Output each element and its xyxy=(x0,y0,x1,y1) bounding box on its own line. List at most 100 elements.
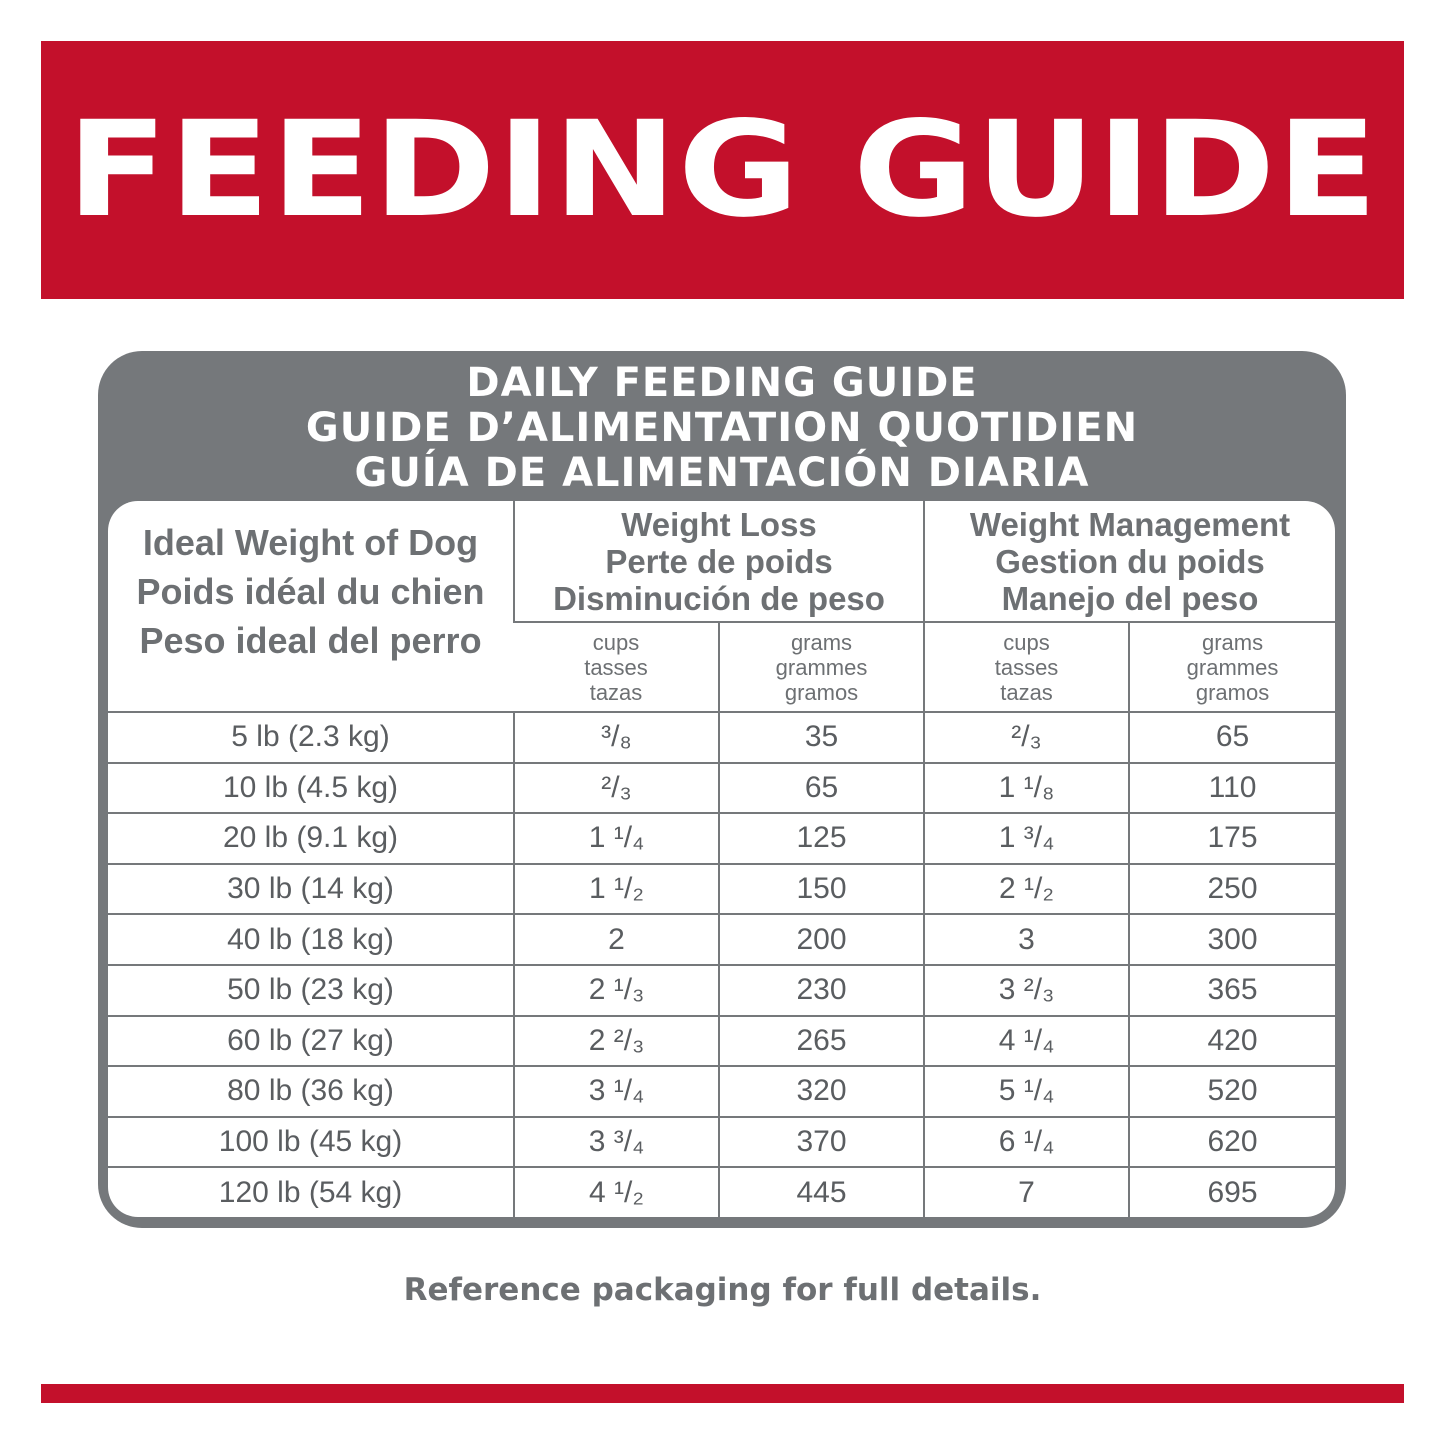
table-row: 20 lb (9.1 kg) 1 ¹/₄ 125 1 ³/₄ 175 xyxy=(108,812,1335,864)
loss-cups-cell: 2 ¹/₃ xyxy=(513,963,719,1016)
loss-grams-cell: 150 xyxy=(717,862,925,915)
management-grams-cell: 65 xyxy=(1128,711,1335,763)
dog-weight-cell: 80 lb (36 kg) xyxy=(108,1065,514,1117)
weight-header-fr: Poids idéal du chien xyxy=(136,570,485,612)
table-header-row: Ideal Weight of Dog Poids idéal du chien… xyxy=(108,501,1335,661)
table-row: 80 lb (36 kg) 3 ¹/₄ 320 5 ¹/₄ 520 xyxy=(108,1065,1335,1117)
loss-grams-cell: 65 xyxy=(717,761,925,814)
loss-grams-cell: 230 xyxy=(717,963,925,1016)
management-grams-cell: 300 xyxy=(1128,913,1335,965)
table-row: 100 lb (45 kg) 3 ³/₄ 370 6 ¹/₄ 620 xyxy=(108,1115,1335,1168)
table-row: 60 lb (27 kg) 2 ²/₃ 265 4 ¹/₄ 420 xyxy=(108,1014,1335,1067)
weight-loss-cups-header: cups tasses tazas xyxy=(514,621,719,712)
loss-cups-cell: ²/₃ xyxy=(513,761,719,814)
management-cups-cell: 1 ¹/₈ xyxy=(923,761,1130,814)
management-cups-cell: 7 xyxy=(923,1166,1130,1217)
dog-weight-cell: 120 lb (54 kg) xyxy=(108,1166,514,1217)
feeding-table-wrap: Ideal Weight of Dog Poids idéal du chien… xyxy=(108,501,1335,1217)
unit-label: cups xyxy=(592,629,640,655)
loss-cups-cell: 4 ¹/₂ xyxy=(513,1166,719,1217)
weight-management-header: Weight Management Gestion du poids Manej… xyxy=(923,501,1335,622)
dog-weight-cell: 5 lb (2.3 kg) xyxy=(108,711,514,763)
dog-weight-cell: 60 lb (27 kg) xyxy=(108,1014,514,1067)
unit-label: grams xyxy=(790,629,853,655)
feeding-guide-panel: DAILY FEEDING GUIDE GUIDE D’ALIMENTATION… xyxy=(98,351,1346,1228)
panel-heading: DAILY FEEDING GUIDE GUIDE D’ALIMENTATION… xyxy=(98,361,1346,496)
weight-header-es: Peso ideal del perro xyxy=(139,619,482,661)
unit-label: grams xyxy=(1201,629,1264,655)
loss-grams-cell: 320 xyxy=(717,1065,925,1117)
unit-label: gramos xyxy=(1195,679,1270,705)
weight-management-grams-header: grams grammes gramos xyxy=(1128,621,1335,712)
unit-label: tasses xyxy=(584,654,648,680)
loss-cups-cell: 3 ¹/₄ xyxy=(513,1065,719,1117)
management-grams-cell: 175 xyxy=(1128,812,1335,864)
weight-management-fr: Gestion du poids xyxy=(995,542,1265,580)
dog-weight-cell: 10 lb (4.5 kg) xyxy=(108,761,514,814)
loss-grams-cell: 445 xyxy=(717,1166,925,1217)
weight-management-en: Weight Management xyxy=(969,505,1291,543)
management-grams-cell: 420 xyxy=(1128,1014,1335,1067)
management-cups-cell: 5 ¹/₄ xyxy=(923,1065,1130,1117)
management-cups-cell: 1 ³/₄ xyxy=(923,812,1130,864)
loss-cups-cell: ³/₈ xyxy=(513,711,719,763)
management-grams-cell: 520 xyxy=(1128,1065,1335,1117)
loss-grams-cell: 200 xyxy=(717,913,925,965)
table-unit-row: cups tasses tazas grams grammes gramos c… xyxy=(108,621,1335,712)
table-row: 120 lb (54 kg) 4 ¹/₂ 445 7 695 xyxy=(108,1166,1335,1217)
loss-cups-cell: 2 xyxy=(513,913,719,965)
banner: FEEDING GUIDE xyxy=(41,41,1404,299)
weight-loss-en: Weight Loss xyxy=(621,505,817,543)
weight-loss-es: Disminución de peso xyxy=(553,579,885,617)
banner-title: FEEDING GUIDE xyxy=(66,93,1379,247)
weight-loss-header: Weight Loss Perte de poids Disminución d… xyxy=(512,501,925,622)
management-grams-cell: 620 xyxy=(1128,1115,1335,1168)
table-row: 50 lb (23 kg) 2 ¹/₃ 230 3 ²/₃ 365 xyxy=(108,963,1335,1016)
panel-heading-en: DAILY FEEDING GUIDE xyxy=(466,360,978,406)
table-row: 10 lb (4.5 kg) ²/₃ 65 1 ¹/₈ 110 xyxy=(108,761,1335,814)
table-row: 40 lb (18 kg) 2 200 3 300 xyxy=(108,913,1335,965)
feeding-table: Ideal Weight of Dog Poids idéal du chien… xyxy=(108,501,1335,1217)
weight-loss-grams-header: grams grammes gramos xyxy=(717,621,925,712)
management-cups-cell: ²/₃ xyxy=(923,711,1130,763)
table-row: 30 lb (14 kg) 1 ¹/₂ 150 2 ¹/₂ 250 xyxy=(108,862,1335,915)
loss-grams-cell: 370 xyxy=(717,1115,925,1168)
management-cups-cell: 2 ¹/₂ xyxy=(923,862,1130,915)
management-grams-cell: 365 xyxy=(1128,963,1335,1016)
management-grams-cell: 695 xyxy=(1128,1166,1335,1217)
loss-grams-cell: 35 xyxy=(717,711,925,763)
management-grams-cell: 110 xyxy=(1128,761,1335,814)
weight-management-es: Manejo del peso xyxy=(1001,579,1259,617)
table-row: 5 lb (2.3 kg) ³/₈ 35 ²/₃ 65 xyxy=(108,711,1335,763)
unit-label: tazas xyxy=(589,679,643,705)
loss-cups-cell: 3 ³/₄ xyxy=(513,1115,719,1168)
dog-weight-cell: 40 lb (18 kg) xyxy=(108,913,514,965)
unit-label: grammes xyxy=(1186,654,1279,680)
weight-management-cups-header: cups tasses tazas xyxy=(923,621,1130,712)
unit-label: grammes xyxy=(775,654,868,680)
weight-column-header: Ideal Weight of Dog Poids idéal du chien… xyxy=(108,501,514,712)
dog-weight-cell: 30 lb (14 kg) xyxy=(108,862,514,915)
dog-weight-cell: 20 lb (9.1 kg) xyxy=(108,812,514,864)
panel-heading-fr: GUIDE D’ALIMENTATION QUOTIDIEN xyxy=(305,405,1139,451)
unit-label: tazas xyxy=(1000,679,1053,705)
panel-heading-es: GUÍA DE ALIMENTACIÓN DIARIA xyxy=(354,450,1090,496)
management-cups-cell: 3 xyxy=(923,913,1130,965)
loss-cups-cell: 2 ²/₃ xyxy=(513,1014,719,1067)
management-grams-cell: 250 xyxy=(1128,862,1335,915)
management-cups-cell: 3 ²/₃ xyxy=(923,963,1130,1016)
footer-note: Reference packaging for full details. xyxy=(403,1272,1042,1308)
weight-header-en: Ideal Weight of Dog xyxy=(142,521,479,563)
dog-weight-cell: 100 lb (45 kg) xyxy=(108,1115,514,1168)
unit-label: tasses xyxy=(994,654,1059,680)
management-cups-cell: 4 ¹/₄ xyxy=(923,1014,1130,1067)
dog-weight-cell: 50 lb (23 kg) xyxy=(108,963,514,1016)
loss-cups-cell: 1 ¹/₂ xyxy=(513,862,719,915)
loss-grams-cell: 265 xyxy=(717,1014,925,1067)
bottom-rule xyxy=(41,1384,1404,1403)
unit-label: cups xyxy=(1003,629,1050,655)
management-cups-cell: 6 ¹/₄ xyxy=(923,1115,1130,1168)
weight-loss-fr: Perte de poids xyxy=(605,542,833,580)
loss-cups-cell: 1 ¹/₄ xyxy=(513,812,719,864)
loss-grams-cell: 125 xyxy=(717,812,925,864)
